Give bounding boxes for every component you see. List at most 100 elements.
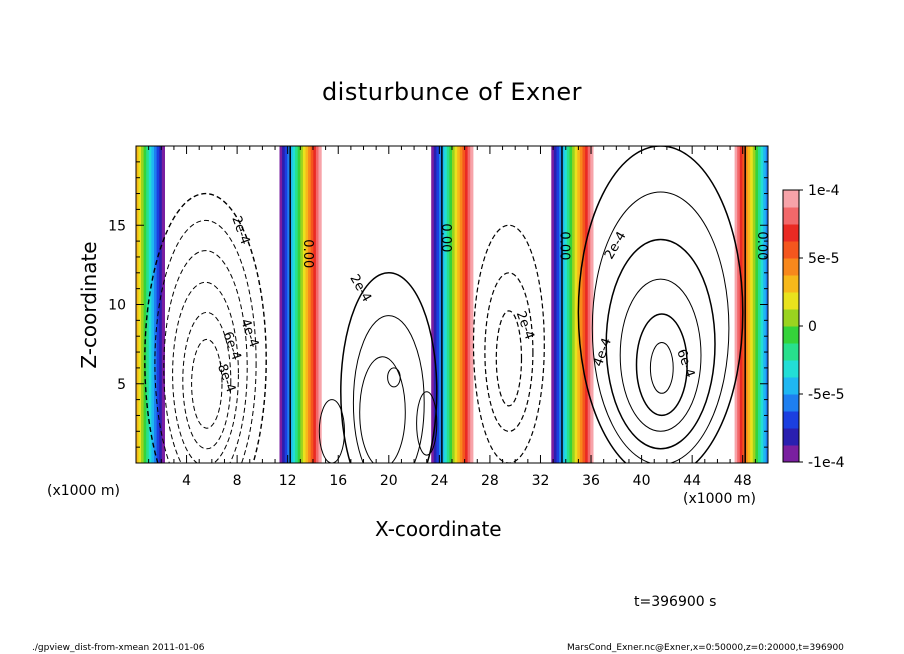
band-strip xyxy=(587,146,591,463)
contour-line xyxy=(182,311,232,450)
band-strip xyxy=(439,146,443,463)
colorbar-label: 1e-4 xyxy=(808,183,840,199)
band-strip xyxy=(431,146,435,463)
band-strip xyxy=(559,146,563,463)
band-strip xyxy=(161,146,165,463)
band-strip xyxy=(154,146,158,463)
colorbar-swatch xyxy=(783,377,799,395)
band-strip xyxy=(151,146,155,463)
band-strip xyxy=(302,146,307,463)
y-tick-label: 10 xyxy=(108,298,126,314)
x-unit-right: (x1000 m) xyxy=(683,491,756,507)
x-tick-label: 48 xyxy=(734,473,752,489)
colorbar-swatch xyxy=(783,258,799,276)
x-tick-label: 44 xyxy=(683,473,701,489)
band-strip xyxy=(566,146,571,463)
y-tick-label: 5 xyxy=(117,377,126,393)
colorbar: 1e-4 5e-5 0 -5e-5 -1e-4 xyxy=(782,183,845,471)
band-strip xyxy=(297,146,301,463)
contour-line xyxy=(416,391,438,456)
band-strip xyxy=(465,146,469,463)
band-strip xyxy=(758,146,762,463)
band-strip xyxy=(590,146,594,463)
band-strip xyxy=(449,146,453,463)
contour-line xyxy=(340,272,438,463)
contour-label: 0.00 xyxy=(557,231,572,260)
band-strip xyxy=(737,146,741,463)
y-axis-title: Z-coordinate xyxy=(77,241,101,369)
x-tick-label: 32 xyxy=(532,473,550,489)
color-band xyxy=(279,146,322,463)
band-strip xyxy=(457,146,461,463)
band-strip xyxy=(564,146,568,463)
band-strip xyxy=(752,146,756,463)
band-strip xyxy=(446,146,450,463)
colorbar-swatch xyxy=(783,445,799,463)
x-tick-label: 4 xyxy=(182,473,191,489)
band-strip xyxy=(467,146,471,463)
contour-label: 0.00 xyxy=(300,239,315,268)
band-strip xyxy=(156,146,160,463)
contour-line xyxy=(154,219,257,463)
contour-line xyxy=(649,342,674,394)
band-strip xyxy=(470,146,474,463)
band-strip xyxy=(292,146,296,463)
colorbar-swatch xyxy=(783,360,799,378)
x-tick-label: 28 xyxy=(481,473,499,489)
colorbar-label: -5e-5 xyxy=(808,387,845,403)
band-strip xyxy=(148,146,152,463)
band-strip xyxy=(310,146,314,463)
colorbar-swatch xyxy=(783,394,799,412)
band-strip xyxy=(444,146,448,463)
color-band xyxy=(431,146,474,463)
band-strip xyxy=(768,146,771,463)
colorbar-swatch xyxy=(783,309,799,327)
band-strip xyxy=(436,146,440,463)
band-strip xyxy=(574,146,578,463)
contour-line xyxy=(144,192,267,463)
band-strip xyxy=(556,146,560,463)
band-strip xyxy=(747,146,751,463)
x-tick-label: 20 xyxy=(380,473,398,489)
y-axis: 5 10 15 xyxy=(108,161,768,448)
x-tick-label: 36 xyxy=(582,473,600,489)
colorbar-swatch xyxy=(783,326,799,344)
band-strip xyxy=(305,146,309,463)
band-strip xyxy=(572,146,576,463)
band-strip xyxy=(553,146,558,463)
time-label: t=396900 s xyxy=(634,594,717,610)
band-strip xyxy=(284,146,288,463)
contour-line xyxy=(484,272,534,432)
x-tick-label: 40 xyxy=(633,473,651,489)
colorbar-label: 0 xyxy=(808,319,817,335)
footer-right: MarsCond_Exner.nc@Exner,x=0:50000,z=0:20… xyxy=(567,643,844,653)
contour-line xyxy=(619,278,702,432)
colorbar-swatch xyxy=(783,428,799,446)
contour-line xyxy=(635,313,688,417)
colorbar-swatch xyxy=(783,190,799,208)
band-strip xyxy=(433,146,437,463)
band-strip xyxy=(146,146,150,463)
band-strip xyxy=(739,146,743,463)
band-strip xyxy=(551,146,555,463)
colorbar-swatch xyxy=(783,275,799,293)
contour-line xyxy=(472,224,545,463)
contour-line xyxy=(591,191,730,463)
contour-line xyxy=(172,281,239,463)
band-strip xyxy=(159,146,163,463)
band-strip xyxy=(282,146,286,463)
colorbar-swatch xyxy=(783,224,799,242)
x-tick-label: 24 xyxy=(430,473,448,489)
contour-line xyxy=(387,367,401,388)
colorbar-label: 5e-5 xyxy=(808,251,839,267)
band-strip xyxy=(750,146,754,463)
contour-line xyxy=(605,238,716,450)
colorbar-swatch xyxy=(783,241,799,259)
band-strip xyxy=(128,146,131,463)
band-strip xyxy=(569,146,573,463)
band-strip xyxy=(582,146,586,463)
x-tick-label: 8 xyxy=(233,473,242,489)
contour-label: 0.00 xyxy=(438,223,453,252)
colorbar-swatch xyxy=(783,343,799,361)
